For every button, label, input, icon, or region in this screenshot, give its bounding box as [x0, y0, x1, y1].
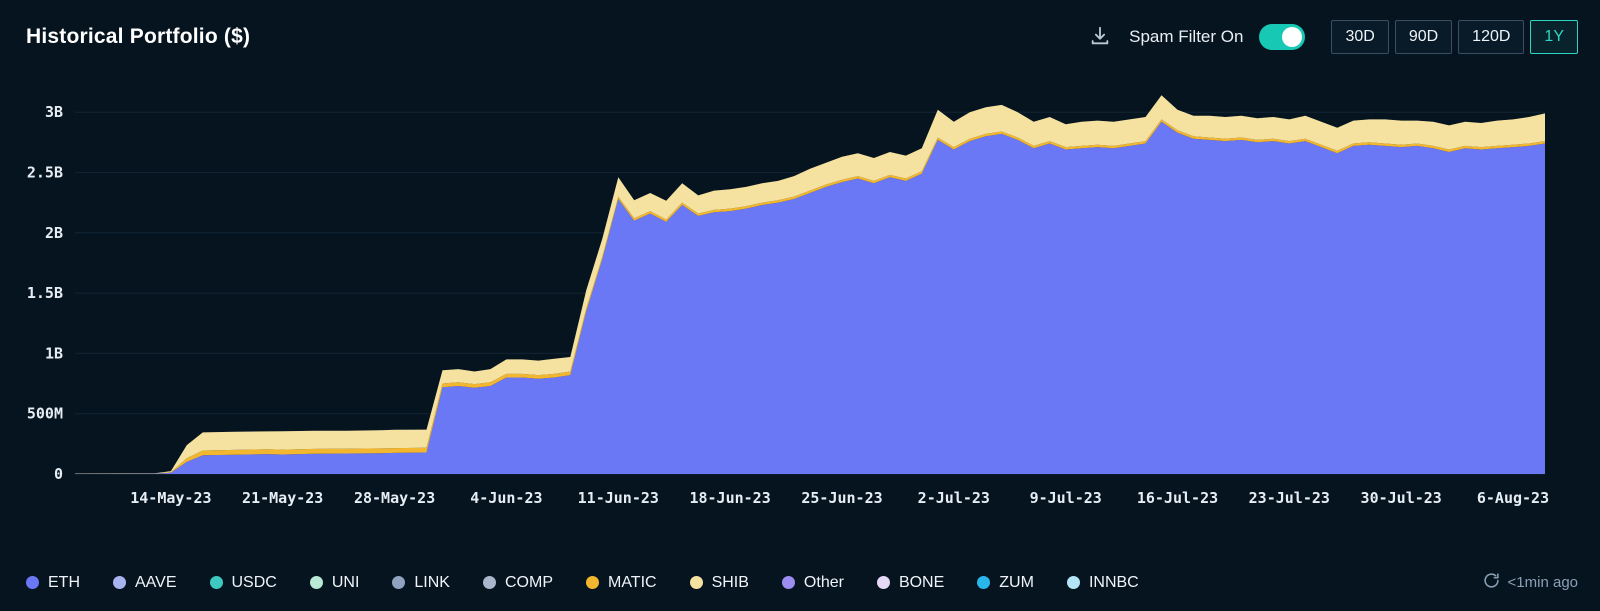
- legend-item-shib[interactable]: SHIB: [689, 573, 749, 592]
- innbc-color-dot: [1066, 576, 1080, 589]
- svg-text:14-May-23: 14-May-23: [130, 489, 211, 507]
- toggle-knob: [1282, 27, 1303, 47]
- svg-text:6-Aug-23: 6-Aug-23: [1477, 489, 1549, 507]
- link-color-dot: [392, 576, 406, 589]
- range-button-120d[interactable]: 120D: [1458, 20, 1525, 54]
- refresh-icon[interactable]: [1483, 572, 1500, 593]
- svg-text:25-Jun-23: 25-Jun-23: [801, 489, 882, 507]
- svg-text:2B: 2B: [45, 224, 63, 242]
- comp-color-dot: [482, 576, 496, 589]
- svg-text:30-Jul-23: 30-Jul-23: [1361, 489, 1442, 507]
- legend-items: ETH AAVE USDC UNI LINK COMP MATIC SHIB Other BONE…: [26, 574, 1172, 592]
- legend-item-comp[interactable]: COMP: [482, 573, 553, 592]
- svg-text:23-Jul-23: 23-Jul-23: [1249, 489, 1330, 507]
- eth-color-dot: [26, 576, 39, 589]
- svg-text:1B: 1B: [45, 344, 63, 362]
- svg-text:21-May-23: 21-May-23: [242, 489, 323, 507]
- svg-text:500M: 500M: [27, 405, 63, 423]
- legend-label: MATIC: [607, 573, 657, 591]
- legend-bar: ETH AAVE USDC UNI LINK COMP MATIC SHIB Other BONE…: [26, 572, 1578, 593]
- legend-item-bone[interactable]: BONE: [876, 573, 945, 592]
- legend-label: UNI: [331, 573, 360, 591]
- svg-text:0: 0: [54, 465, 63, 483]
- shib-color-dot: [689, 576, 703, 589]
- legend-label: USDC: [231, 573, 277, 591]
- legend-item-eth[interactable]: ETH: [26, 574, 80, 592]
- header-controls: Spam Filter On 30D 90D 120D 1Y: [1087, 20, 1578, 54]
- historical-portfolio-chart[interactable]: 0 500M 1B 1.5B 2B 2.5B 3B 14-May-23 21-May-23 28-…: [10, 62, 1590, 514]
- svg-text:2-Jul-23: 2-Jul-23: [918, 489, 990, 507]
- zum-color-dot: [977, 576, 991, 589]
- svg-text:3B: 3B: [45, 103, 63, 121]
- svg-text:9-Jul-23: 9-Jul-23: [1030, 489, 1102, 507]
- legend-label: BONE: [898, 573, 945, 591]
- bone-color-dot: [876, 576, 890, 589]
- legend-item-innbc[interactable]: INNBC: [1066, 573, 1139, 592]
- svg-text:4-Jun-23: 4-Jun-23: [470, 489, 542, 507]
- range-button-1y[interactable]: 1Y: [1530, 20, 1578, 54]
- legend-label: INNBC: [1088, 573, 1139, 591]
- other-color-dot: [781, 576, 795, 589]
- svg-text:2.5B: 2.5B: [27, 164, 63, 182]
- svg-text:28-May-23: 28-May-23: [354, 489, 435, 507]
- svg-text:16-Jul-23: 16-Jul-23: [1137, 489, 1218, 507]
- download-icon: [1089, 25, 1111, 50]
- legend-item-aave[interactable]: AAVE: [113, 574, 177, 592]
- aave-color-dot: [113, 576, 126, 589]
- svg-text:11-Jun-23: 11-Jun-23: [578, 489, 659, 507]
- legend-label: SHIB: [711, 573, 749, 591]
- last-updated: <1min ago: [1483, 572, 1578, 593]
- legend-label: LINK: [414, 573, 450, 591]
- last-updated-text: <1min ago: [1507, 574, 1578, 591]
- range-button-90d[interactable]: 90D: [1394, 20, 1453, 54]
- spam-filter-toggle[interactable]: [1259, 24, 1306, 50]
- range-button-30d[interactable]: 30D: [1331, 20, 1389, 54]
- legend-label: Other: [803, 573, 844, 591]
- matic-color-dot: [585, 576, 599, 589]
- range-button-group: 30D 90D 120D 1Y: [1331, 20, 1578, 54]
- legend-item-zum[interactable]: ZUM: [977, 574, 1034, 592]
- legend-item-matic[interactable]: MATIC: [585, 573, 657, 592]
- uni-color-dot: [309, 576, 323, 589]
- spam-filter-label: Spam Filter On: [1129, 27, 1244, 46]
- legend-label: ZUM: [999, 573, 1034, 591]
- legend-label: ETH: [48, 573, 80, 591]
- stacked-area-chart[interactable]: 0 500M 1B 1.5B 2B 2.5B 3B 14-May-23 21-May-23 28-…: [10, 62, 1590, 514]
- legend-item-link[interactable]: LINK: [392, 574, 450, 592]
- svg-text:18-Jun-23: 18-Jun-23: [689, 489, 770, 507]
- legend-item-usdc[interactable]: USDC: [209, 573, 277, 592]
- legend-label: COMP: [504, 573, 553, 591]
- header: Historical Portfolio ($) Spam Filter On …: [26, 20, 1578, 54]
- legend-item-other[interactable]: Other: [781, 573, 844, 592]
- page-title: Historical Portfolio ($): [26, 25, 251, 48]
- download-button[interactable]: [1087, 23, 1113, 52]
- usdc-color-dot: [209, 576, 223, 589]
- legend-item-uni[interactable]: UNI: [309, 573, 360, 592]
- svg-text:1.5B: 1.5B: [27, 284, 63, 302]
- legend-label: AAVE: [135, 573, 177, 591]
